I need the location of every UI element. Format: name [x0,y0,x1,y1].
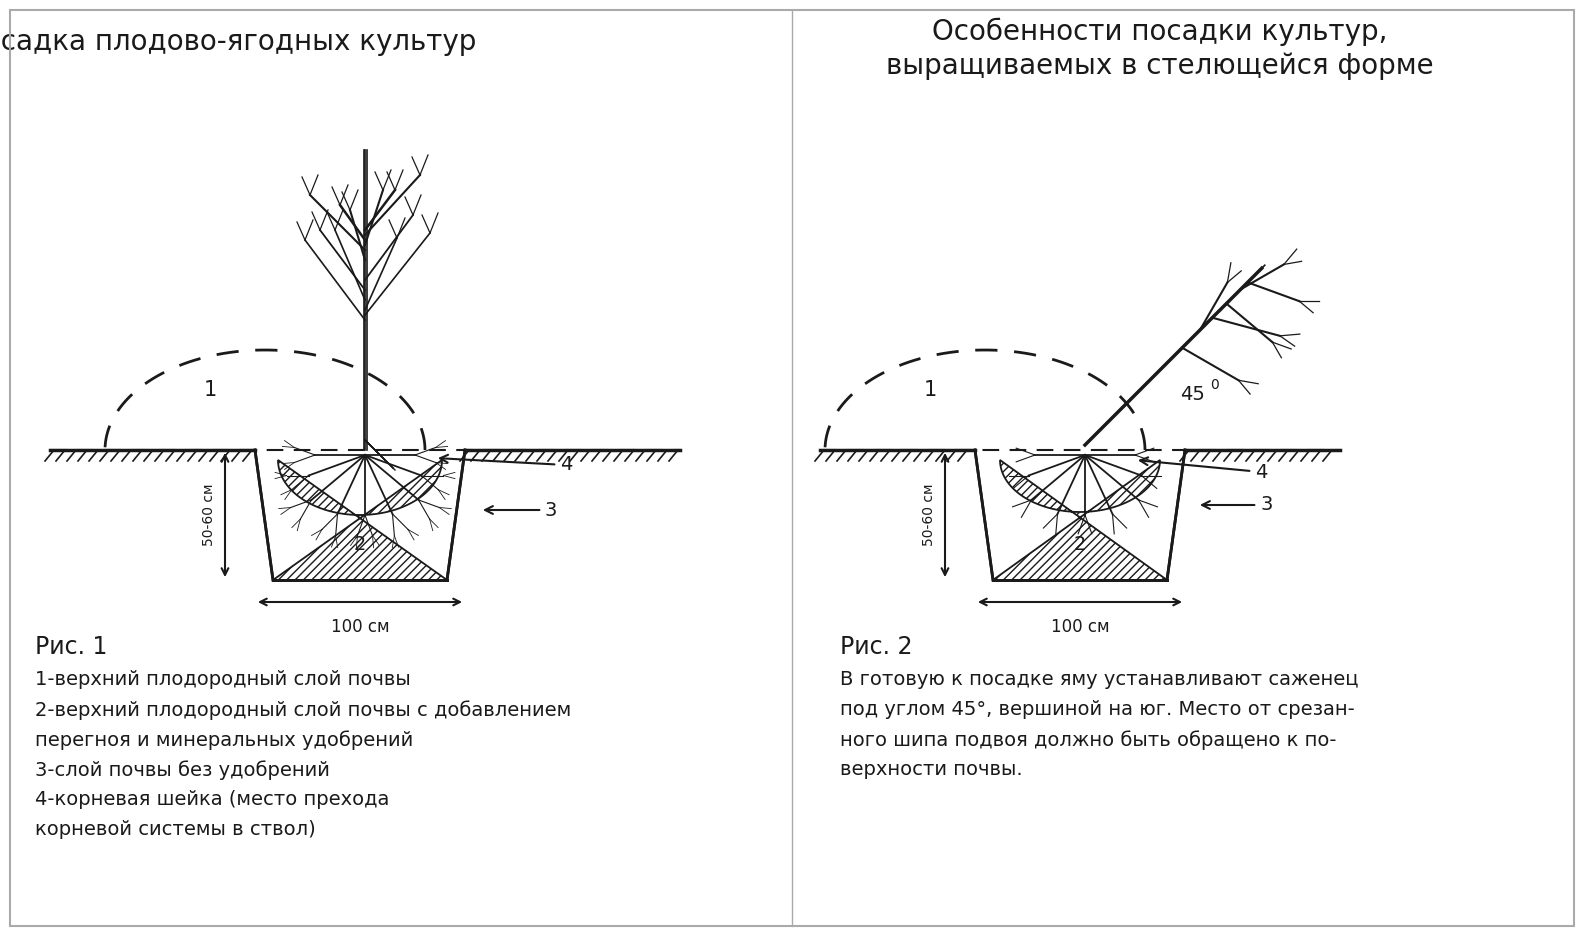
Text: В готовую к посадке яму устанавливают саженец: В готовую к посадке яму устанавливают са… [840,670,1359,689]
Text: корневой системы в ствол): корневой системы в ствол) [35,820,315,839]
Polygon shape [255,450,466,580]
Text: 45: 45 [1180,386,1205,404]
Text: Рис. 2: Рис. 2 [840,635,912,659]
Text: 3-слой почвы без удобрений: 3-слой почвы без удобрений [35,760,329,780]
Text: Рис. 1: Рис. 1 [35,635,108,659]
Text: 3: 3 [1202,495,1272,515]
Text: 4-корневая шейка (место прехода: 4-корневая шейка (место прехода [35,790,390,809]
Text: 1: 1 [203,380,217,400]
Text: под углом 45°, вершиной на юг. Место от срезан-: под углом 45°, вершиной на юг. Место от … [840,700,1354,719]
Text: 50-60 см: 50-60 см [922,484,936,547]
Polygon shape [976,450,1185,580]
Text: 100 см: 100 см [331,618,390,636]
Text: Посадка плодово-ягодных культур: Посадка плодово-ягодных культур [0,28,477,56]
Text: 3: 3 [485,501,558,519]
Text: 0: 0 [1210,378,1218,392]
Polygon shape [272,460,447,580]
Text: перегноя и минеральных удобрений: перегноя и минеральных удобрений [35,730,413,750]
Text: 50-60 см: 50-60 см [203,484,215,547]
Text: 100 см: 100 см [1050,618,1109,636]
Polygon shape [993,460,1167,580]
Text: 2-верхний плодородный слой почвы с добавлением: 2-верхний плодородный слой почвы с добав… [35,700,572,720]
Text: 2: 2 [353,535,366,554]
Text: Особенности посадки культур,: Особенности посадки культур, [933,18,1388,47]
Text: 1-верхний плодородный слой почвы: 1-верхний плодородный слой почвы [35,670,410,689]
Text: 1: 1 [923,380,936,400]
Text: 2: 2 [1074,535,1087,554]
Text: выращиваемых в стелющейся форме: выращиваемых в стелющейся форме [885,52,1434,80]
Text: 4: 4 [1140,458,1267,481]
Text: ного шипа подвоя должно быть обращено к по-: ного шипа подвоя должно быть обращено к … [840,730,1337,750]
Text: верхности почвы.: верхности почвы. [840,760,1023,779]
Text: 4: 4 [440,455,572,475]
